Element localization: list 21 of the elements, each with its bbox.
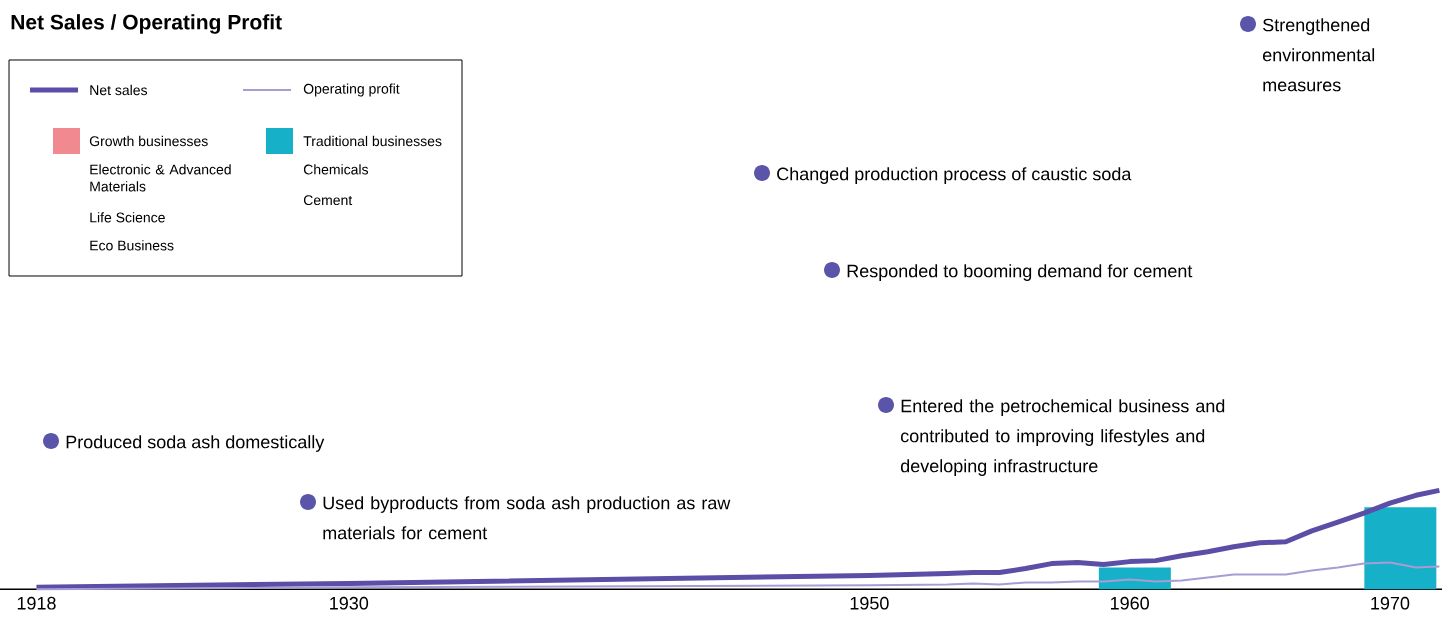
text: Electronic & Advanced Materials (90, 164, 231, 192)
text: Responded to booming demand for cement (847, 264, 1193, 281)
legend-label: Growth businesses (89, 135, 208, 147)
text: Strengthened environmental measures (1262, 18, 1375, 92)
text: Eco Business (90, 240, 174, 251)
x-tick-label: 1960 (1111, 596, 1149, 610)
x-tick-label: 1970 (1371, 596, 1410, 610)
legend-label: Net sales (90, 84, 148, 96)
text: Life Science (90, 212, 165, 223)
text: Entered the petrochemical business and contributed to improving lifestyles and developing infrastructure (900, 399, 1225, 476)
text: Chemicals (303, 164, 369, 175)
legend-label: Operating profit (303, 83, 400, 97)
x-tick-label: 1950 (850, 596, 889, 610)
text: Changed production process of caustic soda (777, 167, 1132, 184)
text: Produced soda ash domestically (66, 435, 325, 452)
annotation: Used byproducts from soda ash production as raw materials for cement (323, 496, 731, 540)
text: Cement (303, 195, 353, 206)
x-tick-label: 1918 (17, 596, 56, 610)
legend-label: Traditional businesses (303, 135, 442, 147)
chart-title: Net Sales / Operating Profit (11, 14, 282, 34)
x-tick-label: 1930 (330, 596, 369, 610)
